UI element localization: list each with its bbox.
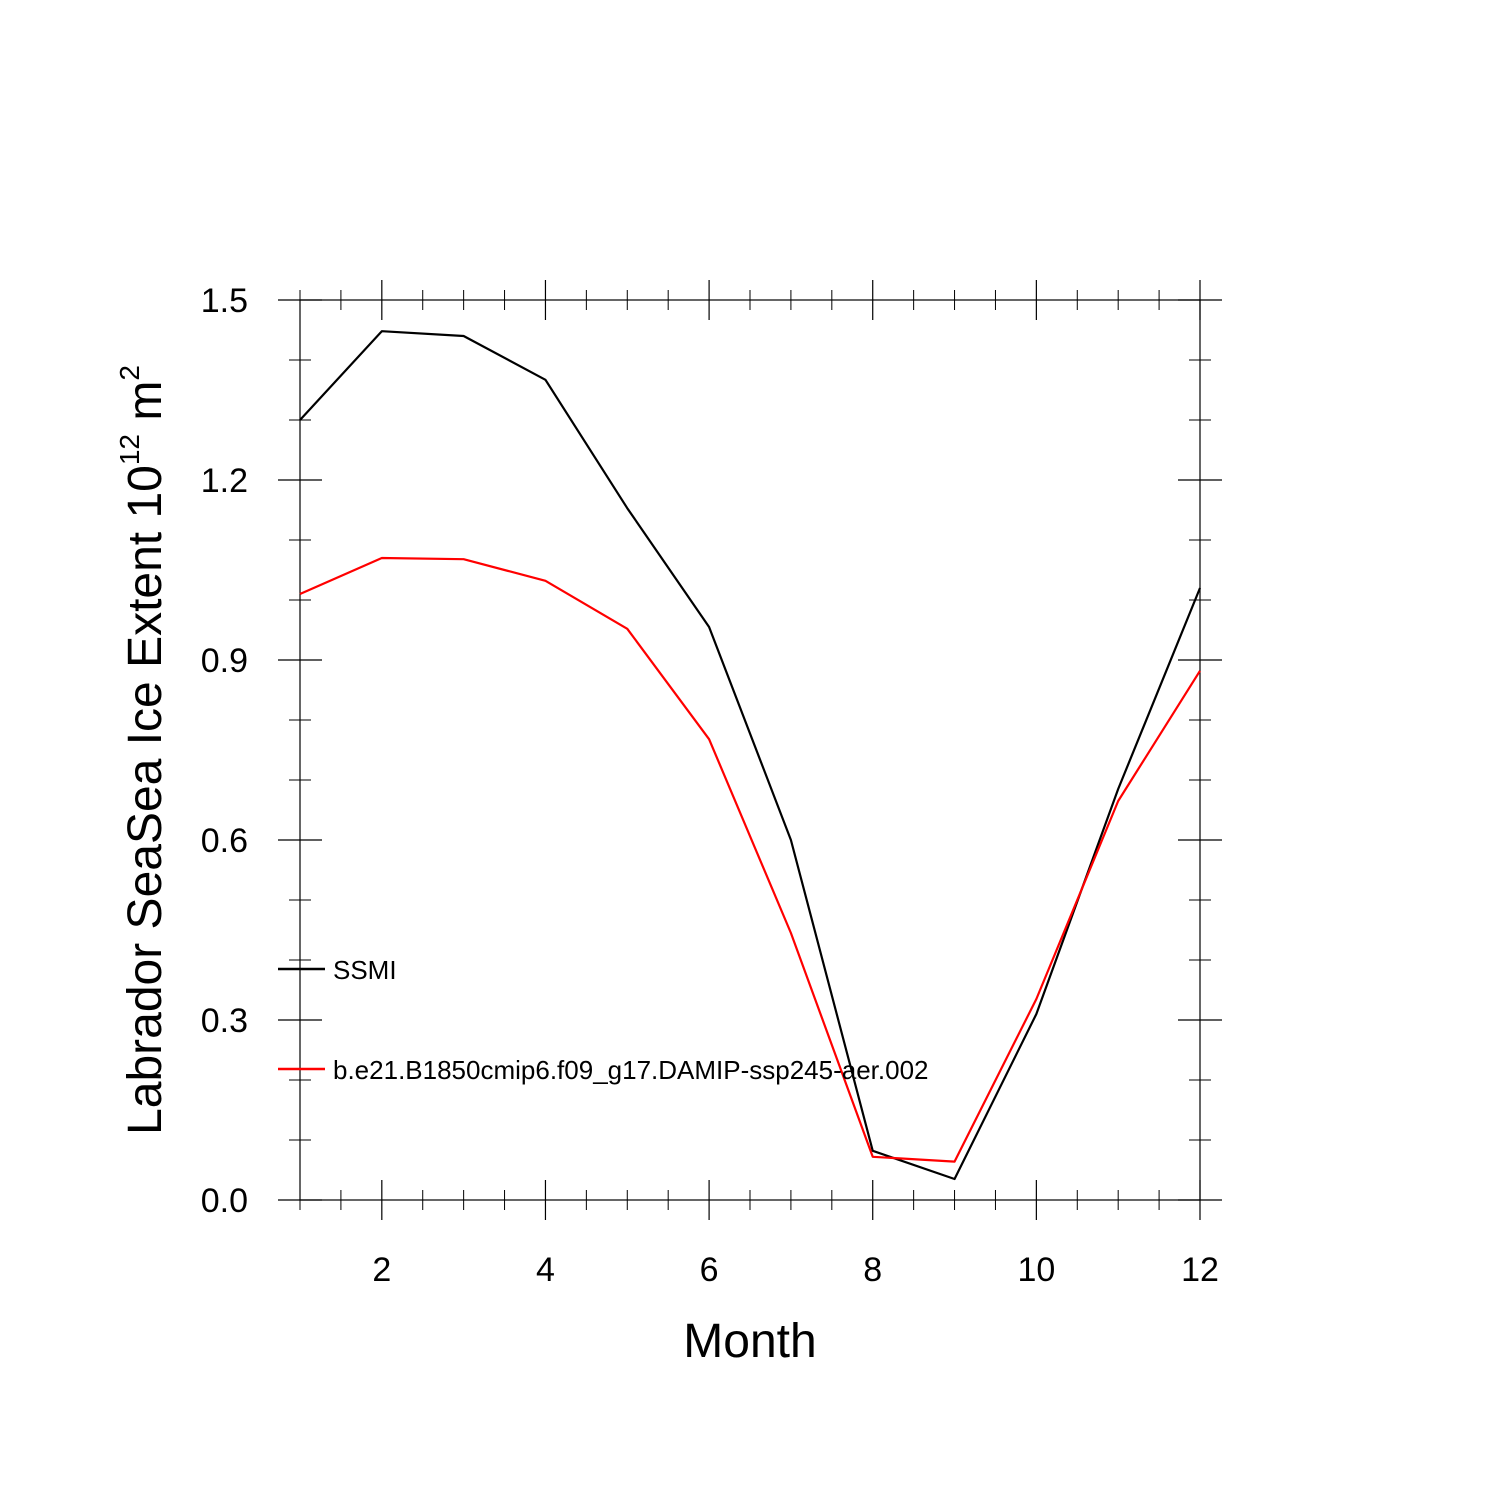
x-tick-label: 8 — [863, 1251, 882, 1289]
series-line-ssmi — [299, 330, 1202, 1181]
y-tick-label: 0.9 — [201, 642, 248, 680]
y-axis-title-unit: m — [119, 381, 172, 434]
y-axis-title-main: Labrador SeaSea Ice Extent 10 — [119, 465, 172, 1135]
legend-label-ssmi: SSMI — [333, 955, 397, 985]
y-axis-title-unit-exponent: 2 — [114, 365, 145, 381]
legend: SSMI b.e21.B1850cmip6.f09_g17.DAMIP-ssp2… — [278, 955, 929, 1085]
y-tick-labels: 0.0 0.3 0.6 0.9 1.2 1.5 — [201, 282, 248, 1220]
series-line-damip — [299, 556, 1201, 1163]
y-tick-label: 0.6 — [201, 822, 248, 860]
y-tick-label: 0.3 — [201, 1002, 248, 1040]
y-tick-label: 0.0 — [201, 1182, 248, 1220]
y-tick-label: 1.2 — [201, 462, 248, 500]
x-axis-title: Month — [683, 1315, 816, 1368]
y-axis-title-exponent: 12 — [114, 434, 145, 465]
y-tick-label: 1.5 — [201, 282, 248, 320]
x-tick-label: 4 — [536, 1251, 555, 1289]
plot-frame — [299, 299, 1201, 1201]
x-tick-label: 10 — [1017, 1251, 1055, 1289]
legend-label-damip: b.e21.B1850cmip6.f09_g17.DAMIP-ssp245-ae… — [333, 1055, 929, 1085]
x-tick-label: 12 — [1181, 1251, 1219, 1289]
x-tick-label: 2 — [372, 1251, 391, 1289]
x-tick-label: 6 — [700, 1251, 719, 1289]
y-axis-title: Labrador SeaSea Ice Extent 1012 m2 — [114, 365, 172, 1135]
x-tick-labels: 2 4 6 8 10 12 — [372, 1251, 1219, 1289]
series-lines — [299, 330, 1202, 1181]
